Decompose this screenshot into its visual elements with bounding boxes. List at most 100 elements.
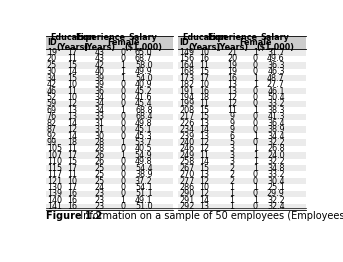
Text: 54.1: 54.1	[135, 183, 153, 192]
Text: ID: ID	[180, 39, 189, 47]
Text: 14: 14	[68, 67, 78, 76]
Text: 46.1: 46.1	[267, 87, 285, 96]
Text: 20: 20	[227, 54, 237, 63]
Bar	[46, 171, 174, 178]
Text: 1: 1	[229, 183, 235, 192]
Bar	[46, 127, 174, 133]
Text: 15: 15	[200, 67, 210, 76]
Text: 0: 0	[121, 48, 126, 57]
Text: 11: 11	[200, 100, 210, 108]
Text: Female: Female	[239, 39, 271, 47]
Text: 110: 110	[47, 157, 62, 166]
Text: 16: 16	[200, 87, 210, 96]
Text: 28: 28	[95, 138, 105, 147]
Text: 25: 25	[95, 177, 105, 185]
Text: 17: 17	[68, 183, 78, 192]
Text: 13: 13	[68, 112, 78, 121]
Text: 182: 182	[179, 80, 194, 89]
Text: 15: 15	[200, 112, 210, 121]
Text: 40.5: 40.5	[135, 144, 153, 154]
Text: 23: 23	[95, 196, 105, 205]
Bar	[178, 62, 306, 69]
Text: 45.3: 45.3	[135, 132, 153, 141]
Text: 1: 1	[253, 151, 258, 160]
Text: 14: 14	[200, 196, 210, 205]
Text: 1: 1	[121, 74, 126, 83]
Text: 5: 5	[229, 138, 235, 147]
Text: 9: 9	[229, 112, 235, 121]
Text: 17: 17	[200, 74, 210, 83]
Text: 2: 2	[229, 177, 235, 185]
Text: 11: 11	[227, 106, 237, 115]
Text: 99: 99	[47, 138, 57, 147]
Text: 1: 1	[121, 151, 126, 160]
Bar	[178, 69, 306, 75]
Text: 11: 11	[68, 87, 78, 96]
Text: 1: 1	[253, 106, 258, 115]
Bar	[178, 88, 306, 94]
Text: 10: 10	[200, 48, 210, 57]
Text: 40: 40	[95, 67, 105, 76]
Text: 141: 141	[47, 202, 62, 211]
Text: 0: 0	[121, 177, 126, 185]
Text: 92: 92	[47, 132, 57, 141]
Text: 23: 23	[95, 189, 105, 198]
Text: 130: 130	[47, 183, 62, 192]
Text: 54.0: 54.0	[135, 74, 153, 83]
Bar	[46, 197, 174, 204]
Text: 3: 3	[229, 157, 235, 166]
Bar	[46, 191, 174, 197]
Text: Information on a sample of 50 employees (Employeesl.xls).: Information on a sample of 50 employees …	[74, 211, 343, 221]
Text: 38.9: 38.9	[135, 170, 153, 179]
Text: 13: 13	[68, 106, 78, 115]
Text: 0: 0	[253, 67, 258, 76]
Text: 17: 17	[68, 164, 78, 173]
Text: Salary
($1,000): Salary ($1,000)	[124, 33, 162, 52]
Text: Education
(Years): Education (Years)	[50, 33, 95, 52]
Text: 0: 0	[253, 93, 258, 102]
Bar	[178, 107, 306, 114]
Text: 0: 0	[121, 100, 126, 108]
Text: 18: 18	[68, 138, 78, 147]
Bar	[178, 94, 306, 101]
Text: 117: 117	[47, 170, 62, 179]
Text: 0: 0	[253, 138, 258, 147]
Text: 65.0: 65.0	[135, 48, 153, 57]
Text: 0: 0	[253, 54, 258, 63]
Text: 1: 1	[253, 183, 258, 192]
Text: 48.7: 48.7	[267, 74, 285, 83]
Bar	[46, 94, 174, 101]
Text: 38.3: 38.3	[267, 106, 285, 115]
Text: 23: 23	[95, 202, 105, 211]
Text: 39: 39	[95, 80, 105, 89]
Bar	[46, 56, 174, 62]
Text: 68.4: 68.4	[135, 112, 153, 121]
Text: 32.2: 32.2	[267, 196, 285, 205]
Text: 24: 24	[95, 183, 105, 192]
Text: 16: 16	[200, 54, 210, 63]
Text: 11: 11	[68, 170, 78, 179]
Text: 33: 33	[95, 112, 105, 121]
Text: 36.4: 36.4	[267, 119, 285, 128]
Text: 45.2: 45.2	[135, 87, 153, 96]
Text: 58.0: 58.0	[135, 61, 153, 70]
Text: 37.2: 37.2	[135, 177, 153, 185]
Text: 26: 26	[95, 157, 105, 166]
Bar	[178, 127, 306, 133]
Text: 12: 12	[68, 125, 78, 134]
Text: 33.2: 33.2	[267, 170, 285, 179]
Text: 0: 0	[121, 202, 126, 211]
Text: 0: 0	[121, 112, 126, 121]
Bar	[178, 56, 306, 62]
Text: 3: 3	[229, 144, 235, 154]
Bar	[178, 171, 306, 178]
Bar	[178, 178, 306, 184]
Text: 168: 168	[179, 67, 194, 76]
Text: 0: 0	[121, 125, 126, 134]
Text: 31: 31	[95, 119, 105, 128]
Text: 107: 107	[47, 151, 62, 160]
Text: 0: 0	[253, 170, 258, 179]
Text: 68.7: 68.7	[135, 54, 153, 63]
Text: 258: 258	[179, 157, 194, 166]
Text: Education
(Years): Education (Years)	[182, 33, 227, 52]
